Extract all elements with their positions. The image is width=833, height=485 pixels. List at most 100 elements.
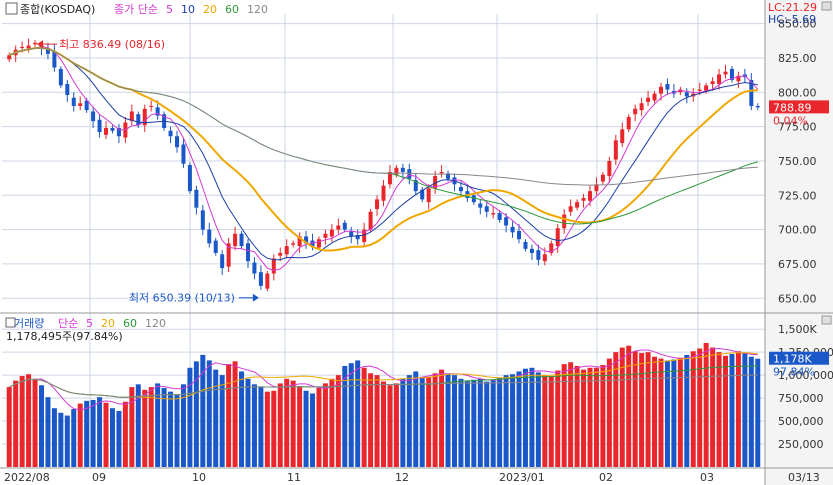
volume-bar <box>723 355 729 467</box>
volume-bar <box>271 390 277 467</box>
volume-bar <box>187 367 193 467</box>
candle-body <box>736 75 741 82</box>
candle-body <box>723 71 728 75</box>
price-legend-ma20: 20 <box>203 3 217 16</box>
volume-bar <box>232 361 238 467</box>
current-change-label: 0.04% <box>773 114 808 127</box>
candle-body <box>704 85 709 91</box>
candle-body <box>575 202 580 208</box>
candle-body <box>755 106 760 108</box>
volume-bar <box>613 352 619 467</box>
price-panel-handle[interactable] <box>821 1 832 11</box>
low-arrow-head <box>252 293 259 302</box>
candle-body <box>555 228 560 247</box>
candle-body <box>284 246 289 255</box>
candle-body <box>187 165 192 192</box>
volume-bar <box>58 412 64 467</box>
volume-bar <box>658 358 664 467</box>
volume-tick-label: 1,000,000 <box>778 369 833 382</box>
candle-body <box>213 240 218 253</box>
candle-body <box>536 250 541 260</box>
candle-body <box>439 171 444 174</box>
volume-bar <box>90 399 96 467</box>
candle-body <box>368 211 373 230</box>
volume-tick-label: 1,500K <box>778 323 817 336</box>
volume-bar <box>342 365 348 467</box>
candle-body <box>523 241 528 249</box>
candle-body <box>607 160 612 177</box>
volume-bar <box>264 391 270 467</box>
candle-body <box>291 243 296 245</box>
x-tick-label: 2023/01 <box>499 471 545 484</box>
volume-bar <box>6 387 12 467</box>
candle-body <box>97 119 102 133</box>
volume-bar <box>290 380 296 467</box>
volume-bar <box>368 373 374 467</box>
volume-bar <box>419 376 425 467</box>
volume-bar <box>381 381 386 467</box>
volume-bar <box>581 369 587 467</box>
candle-body <box>116 127 121 137</box>
candle-body <box>413 180 418 192</box>
candle-body <box>245 243 250 262</box>
volume-bar <box>258 387 264 467</box>
price-tick-label: 850.00 <box>778 18 817 31</box>
volume-bar <box>632 351 638 467</box>
volume-bar <box>445 373 451 467</box>
volume-bar <box>561 364 567 467</box>
volume-legend-ma20: 20 <box>101 317 115 330</box>
candle-body <box>697 89 702 91</box>
volume-bar <box>161 387 167 467</box>
candle-body <box>349 230 354 237</box>
volume-bar <box>387 385 393 467</box>
price-legend-type: 종가 단순 <box>114 3 158 16</box>
candle-body <box>194 189 199 208</box>
volume-bar <box>729 353 735 467</box>
candle-body <box>491 213 496 215</box>
volume-bar <box>64 415 70 467</box>
candle-body <box>142 108 147 126</box>
volume-bar <box>471 379 477 467</box>
price-tick-label: 750.00 <box>778 155 817 168</box>
volume-bar <box>568 362 574 467</box>
price-legend-ma120: 120 <box>247 3 268 16</box>
volume-bar <box>322 383 328 467</box>
volume-bar <box>155 383 161 467</box>
legend-checkbox[interactable] <box>5 2 18 15</box>
volume-bar <box>316 387 322 467</box>
candle-body <box>65 84 70 96</box>
volume-bar <box>361 367 367 467</box>
volume-bar <box>180 384 186 467</box>
volume-tick-label: 500,000 <box>778 415 824 428</box>
volume-bar <box>200 354 206 467</box>
price-ma120-line <box>9 47 758 186</box>
volume-bar <box>697 348 703 467</box>
volume-legend-checkbox[interactable] <box>5 317 16 328</box>
candle-body <box>497 213 502 220</box>
volume-panel-handle[interactable] <box>821 315 832 325</box>
volume-ma120-line <box>8 374 758 398</box>
volume-bar <box>529 367 535 467</box>
candle-body <box>587 191 592 201</box>
candle-body <box>375 199 380 210</box>
candle-body <box>239 233 244 247</box>
price-tick-label: 675.00 <box>778 258 817 271</box>
candle-body <box>336 225 341 230</box>
current-volume-badge <box>769 351 829 365</box>
volume-bar <box>45 397 51 467</box>
volume-bar <box>19 376 25 467</box>
volume-bar <box>51 408 57 467</box>
candle-body <box>646 97 651 102</box>
candle-body <box>355 235 360 240</box>
candle-body <box>20 46 25 48</box>
volume-bar <box>587 367 593 467</box>
candle-body <box>278 252 283 256</box>
candle-body <box>200 210 205 230</box>
candle-body <box>304 236 309 244</box>
volume-bar <box>451 375 457 467</box>
candle-body <box>613 140 618 160</box>
candle-body <box>181 144 186 164</box>
volume-bar <box>497 377 503 467</box>
volume-legend-ma5: 5 <box>86 317 93 330</box>
candle-body <box>104 127 109 135</box>
